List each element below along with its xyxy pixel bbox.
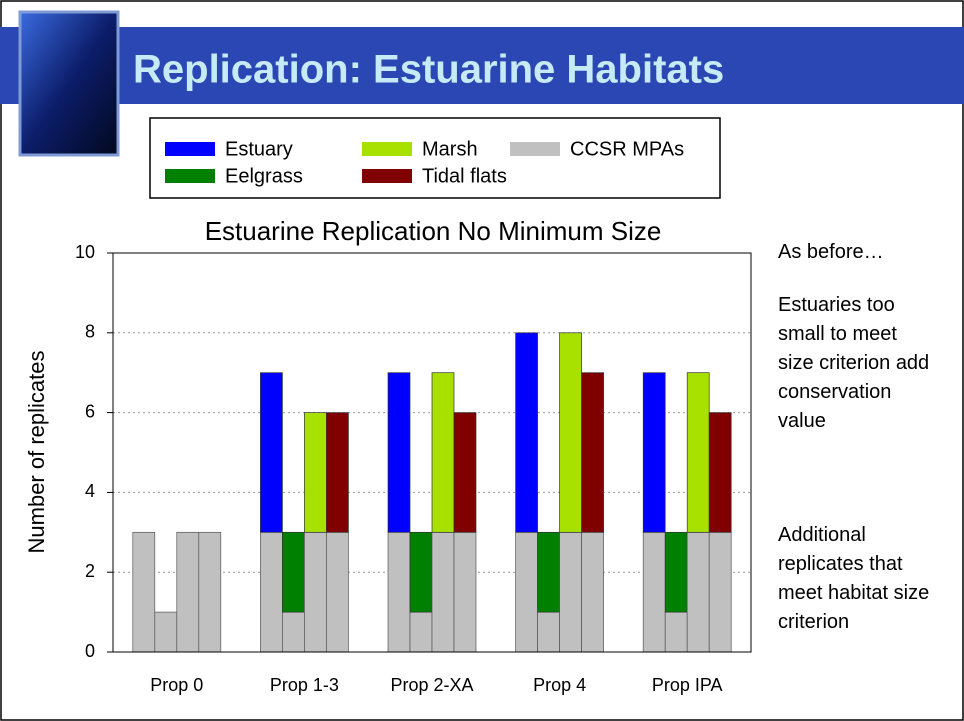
bar-ccsr — [686, 531, 710, 653]
y-tick-label: 8 — [85, 322, 95, 342]
bar-ccsr — [304, 531, 327, 653]
bar-ccsr — [326, 531, 349, 653]
bar — [431, 372, 455, 533]
bar-ccsr — [387, 531, 411, 653]
legend-label: CCSR MPAs — [570, 138, 684, 160]
legend — [149, 117, 721, 199]
y-axis-label: Number of replicates — [24, 351, 49, 554]
x-tick-label: Prop 4 — [533, 675, 586, 695]
bar-ccsr — [132, 531, 156, 653]
bar — [515, 332, 538, 533]
bar-ccsr — [537, 611, 560, 653]
legend-label: Marsh — [422, 138, 478, 160]
bar-ccsr — [708, 531, 732, 653]
photo — [18, 10, 120, 157]
bar-ccsr — [282, 611, 305, 653]
bar-ccsr — [176, 531, 200, 653]
bar-ccsr — [260, 531, 283, 653]
legend-label: Estuary — [225, 138, 293, 160]
bar-ccsr — [154, 611, 178, 653]
bar — [581, 372, 604, 533]
bar — [260, 372, 283, 533]
y-tick-label: 10 — [75, 242, 95, 262]
y-tick-label: 6 — [85, 401, 95, 421]
x-tick-label: Prop IPA — [652, 675, 723, 695]
chart-title: Estuarine Replication No Minimum Size — [205, 216, 662, 246]
bar — [664, 531, 688, 613]
y-tick-label: 0 — [85, 641, 95, 661]
bar-ccsr — [409, 611, 433, 653]
bar-ccsr — [198, 531, 222, 653]
legend-swatch — [362, 169, 412, 183]
x-tick-label: Prop 2-XA — [390, 675, 473, 695]
bar-ccsr — [431, 531, 455, 653]
legend-swatch — [362, 142, 412, 156]
bar-ccsr — [581, 531, 604, 653]
bar — [409, 531, 433, 613]
bar — [686, 372, 710, 533]
bar — [708, 412, 732, 533]
bar — [453, 412, 477, 533]
bar — [326, 412, 349, 533]
x-tick-label: Prop 1-3 — [270, 675, 339, 695]
bar-ccsr — [559, 531, 582, 653]
slide-title: Replication: Estuarine Habitats — [133, 48, 724, 92]
plot-frame — [112, 252, 752, 653]
bar — [559, 332, 582, 533]
bar — [537, 531, 560, 613]
legend-swatch — [510, 142, 560, 156]
side-note: As before… — [778, 241, 884, 263]
title-bar — [0, 27, 964, 104]
y-tick-label: 4 — [85, 481, 95, 501]
y-tick-label: 2 — [85, 561, 95, 581]
bar-ccsr — [515, 531, 538, 653]
side-note: Estuaries too small to meet size criteri… — [778, 294, 930, 432]
bar — [387, 372, 411, 533]
x-tick-label: Prop 0 — [150, 675, 203, 695]
legend-label: Tidal flats — [422, 165, 507, 187]
bar — [304, 412, 327, 533]
legend-swatch — [165, 142, 215, 156]
bar — [282, 531, 305, 613]
legend-label: Eelgrass — [225, 165, 303, 187]
legend-swatch — [165, 169, 215, 183]
side-note: Additional replicates that meet habitat … — [778, 524, 930, 633]
bar-ccsr — [453, 531, 477, 653]
bar-ccsr — [642, 531, 666, 653]
bar-ccsr — [664, 611, 688, 653]
bar — [642, 372, 666, 533]
